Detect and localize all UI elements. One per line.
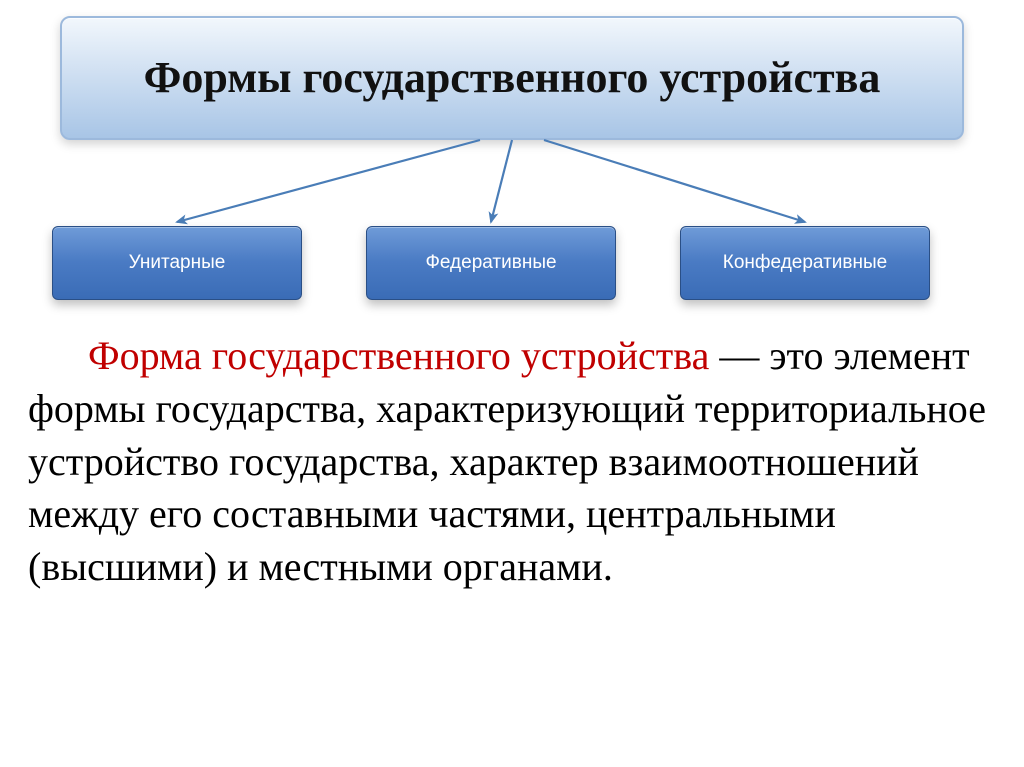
child-box-federative: Федеративные [366, 226, 616, 300]
arrow-to-federative [491, 140, 512, 222]
definition-term: Форма государственного устройства [88, 333, 709, 378]
title-box: Формы государственного устройства [60, 16, 964, 140]
child-box-unitary: Унитарные [52, 226, 302, 300]
diagram-title: Формы государственного устройства [144, 53, 881, 104]
child-label: Конфедеративные [723, 252, 887, 274]
child-box-confederative: Конфедеративные [680, 226, 930, 300]
definition-paragraph: Форма государственного устройства — это … [28, 330, 996, 594]
arrow-to-confederative [544, 140, 805, 222]
child-label: Унитарные [129, 252, 226, 274]
child-label: Федеративные [425, 252, 556, 274]
arrow-to-unitary [177, 140, 480, 222]
